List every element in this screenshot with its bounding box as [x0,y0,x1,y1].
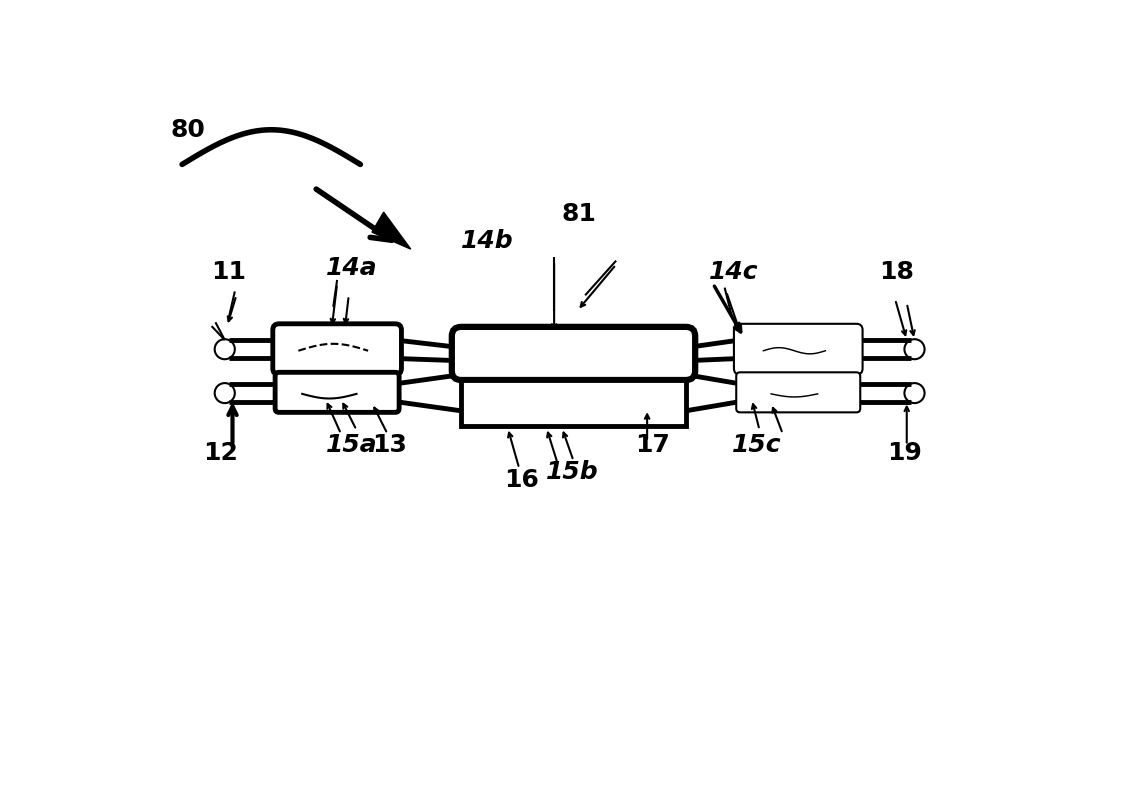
Text: 14a: 14a [326,256,377,280]
Text: 11: 11 [211,260,247,284]
Text: 17: 17 [635,434,670,458]
Text: 12: 12 [203,441,239,465]
FancyBboxPatch shape [275,372,399,412]
Text: 13: 13 [372,434,407,458]
Text: 18: 18 [880,260,914,284]
Text: 81: 81 [562,202,596,226]
Text: 14c: 14c [709,260,759,284]
Text: 15b: 15b [546,460,599,484]
FancyBboxPatch shape [734,324,863,375]
Text: 14b: 14b [461,229,514,253]
Text: 15a: 15a [326,434,377,458]
FancyBboxPatch shape [273,324,401,375]
Text: 80: 80 [171,117,205,141]
FancyBboxPatch shape [736,372,860,412]
Text: 16: 16 [504,468,539,492]
Text: 19: 19 [888,441,922,465]
Polygon shape [372,213,411,249]
Bar [461,380,686,426]
Text: 15c: 15c [733,434,782,458]
FancyBboxPatch shape [452,327,695,380]
